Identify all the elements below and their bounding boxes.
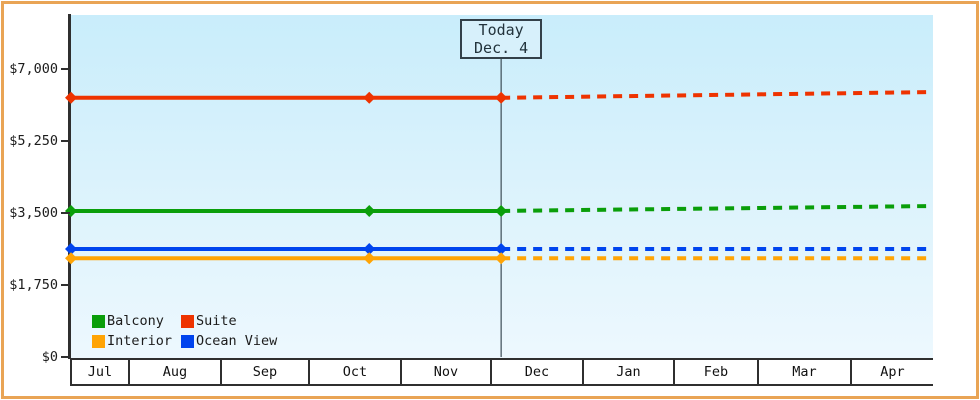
- plot-area: Today Dec. 4 Balcony Suite Interior Ocea…: [65, 15, 934, 358]
- legend-label: Ocean View: [196, 333, 278, 349]
- month-cell: Aug: [128, 360, 220, 384]
- month-label: Apr: [880, 364, 905, 380]
- interior-swatch-icon: [92, 334, 105, 348]
- data-marker-balcony: [495, 204, 508, 217]
- month-label: Feb: [703, 364, 729, 380]
- month-cell: Jul: [70, 360, 128, 384]
- suite-swatch-icon: [181, 314, 194, 328]
- month-cell: Mar: [757, 360, 850, 384]
- month-label: Aug: [162, 364, 188, 380]
- data-marker-interior: [363, 252, 376, 265]
- month-label: Jan: [616, 364, 641, 380]
- data-marker-ocean-view: [65, 243, 77, 255]
- legend: Balcony Suite Interior Ocean View: [92, 311, 277, 351]
- forecast-line-suite: [501, 90, 934, 100]
- y-tick-mark: [61, 140, 70, 142]
- y-tick-mark: [61, 68, 70, 70]
- y-tick-mark: [61, 356, 70, 358]
- month-cell: Apr: [850, 360, 933, 384]
- balcony-swatch-icon: [92, 314, 105, 328]
- legend-item-balcony: Balcony: [92, 311, 181, 331]
- y-tick-label: $7,000: [9, 61, 58, 77]
- legend-item-suite: Suite: [181, 311, 277, 331]
- month-label: Sep: [252, 364, 278, 380]
- y-tick-label: $0: [41, 349, 58, 365]
- ocean-view-swatch-icon: [181, 334, 194, 348]
- legend-item-ocean-view: Ocean View: [181, 331, 277, 351]
- month-cell: Dec: [490, 360, 582, 384]
- month-label: Oct: [342, 364, 368, 380]
- legend-item-interior: Interior: [92, 331, 181, 351]
- legend-label: Balcony: [107, 313, 164, 329]
- y-tick-mark: [61, 212, 70, 214]
- month-label: Nov: [433, 364, 459, 380]
- data-marker-suite: [363, 91, 376, 104]
- data-marker-balcony: [65, 204, 77, 217]
- month-cell: Sep: [220, 360, 308, 384]
- y-tick-label: $3,500: [9, 205, 58, 221]
- y-tick-label: $1,750: [9, 277, 58, 293]
- month-cell: Nov: [400, 360, 490, 384]
- data-marker-ocean-view: [363, 243, 376, 255]
- month-cell: Feb: [673, 360, 757, 384]
- y-tick-label: $5,250: [9, 133, 58, 149]
- today-label: Today: [478, 21, 524, 39]
- today-annotation: Today Dec. 4: [460, 19, 543, 59]
- y-tick-mark: [61, 284, 70, 286]
- month-cell: Oct: [308, 360, 400, 384]
- legend-label: Suite: [196, 313, 237, 329]
- x-axis-month-band: Jul Aug Sep Oct Nov Dec Jan Feb Mar Apr: [70, 358, 933, 386]
- month-label: Mar: [792, 364, 817, 380]
- data-marker-interior: [495, 252, 508, 265]
- data-marker-interior: [65, 252, 77, 265]
- month-label: Dec: [524, 364, 550, 380]
- data-marker-suite: [495, 91, 508, 104]
- today-date: Dec. 4: [474, 39, 529, 57]
- y-axis-line: [68, 14, 71, 359]
- data-marker-suite: [65, 91, 77, 104]
- month-label: Jul: [87, 364, 113, 380]
- legend-label: Interior: [107, 333, 173, 349]
- month-cell: Jan: [582, 360, 673, 384]
- price-lines-canvas: [65, 59, 934, 357]
- data-marker-ocean-view: [495, 243, 508, 255]
- forecast-line-balcony: [501, 204, 934, 213]
- data-marker-balcony: [363, 204, 376, 217]
